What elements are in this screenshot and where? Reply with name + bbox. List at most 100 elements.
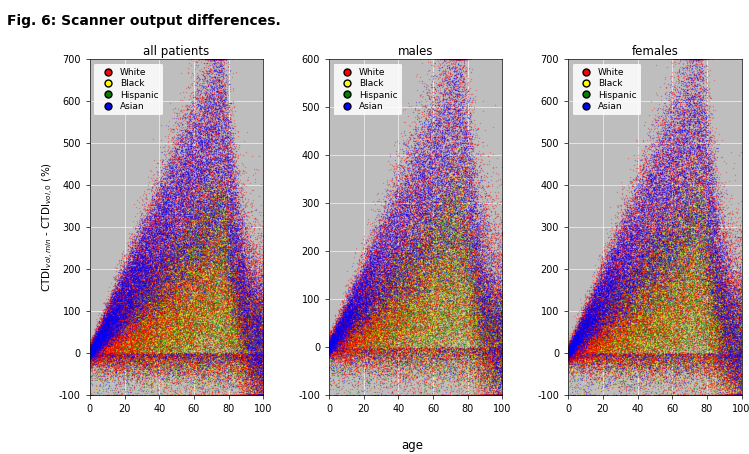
Point [603,317,615,325]
Point [407,301,419,308]
Point [652,316,664,323]
Point [595,336,607,343]
Point [458,192,470,199]
Point [653,256,665,263]
Point [727,379,739,386]
Point [598,371,610,379]
Point [585,375,597,382]
Point [136,300,148,307]
Point [182,297,194,305]
Point [484,321,496,328]
Point [208,345,220,353]
Point [222,318,234,325]
Point [687,170,699,178]
Point [416,209,428,217]
Point [200,286,212,293]
Point [646,260,658,267]
Point [353,326,365,333]
Point [89,350,101,358]
Point [397,340,409,348]
Point [635,287,647,294]
Point [147,281,159,289]
Point [585,352,597,359]
Point [685,297,697,304]
Point [602,286,614,294]
Point [177,353,189,360]
Point [721,270,733,277]
Point [696,118,708,126]
Point [119,360,131,367]
Point [678,105,690,113]
Point [584,353,596,360]
Point [86,349,98,356]
Point [669,133,681,140]
Point [666,155,678,162]
Point [336,330,348,337]
Point [147,335,159,342]
Point [366,326,377,334]
Point [635,319,647,326]
Point [401,196,413,203]
Point [649,306,661,314]
Point [688,344,700,351]
Point [652,354,664,361]
Point [228,326,240,334]
Point [676,333,688,340]
Point [372,296,383,303]
Point [476,326,488,333]
Point [98,340,110,348]
Point [643,252,655,259]
Point [90,346,102,353]
Point [607,329,619,336]
Point [131,357,143,365]
Point [163,313,175,321]
Point [614,273,626,281]
Point [344,296,356,303]
Point [445,315,457,322]
Point [137,319,149,326]
Point [182,235,194,242]
Point [585,311,597,318]
Point [582,308,594,315]
Point [145,255,157,262]
Point [428,180,440,187]
Point [363,338,375,345]
Point [449,351,461,359]
Point [646,291,658,298]
Point [647,246,659,253]
Point [328,333,340,340]
Point [598,278,610,285]
Point [444,330,456,337]
Point [106,300,118,307]
Point [496,342,508,350]
Point [246,374,258,381]
Point [181,267,192,275]
Point [418,224,430,231]
Point [715,366,727,373]
Point [217,189,229,196]
Point [439,156,451,163]
Point [383,348,395,355]
Point [605,343,617,350]
Point [691,251,703,258]
Point [337,336,349,343]
Point [124,342,136,349]
Point [691,105,703,112]
Point [201,217,213,224]
Point [235,355,247,362]
Point [428,265,440,272]
Point [424,205,436,212]
Point [694,200,706,207]
Point [571,343,583,350]
Point [663,150,675,158]
Point [655,186,667,193]
Point [430,121,442,128]
Point [408,344,420,351]
Point [676,217,688,224]
Point [346,328,358,335]
Point [187,296,199,303]
Point [175,271,187,278]
Point [89,349,101,356]
Point [203,117,215,124]
Point [721,352,733,360]
